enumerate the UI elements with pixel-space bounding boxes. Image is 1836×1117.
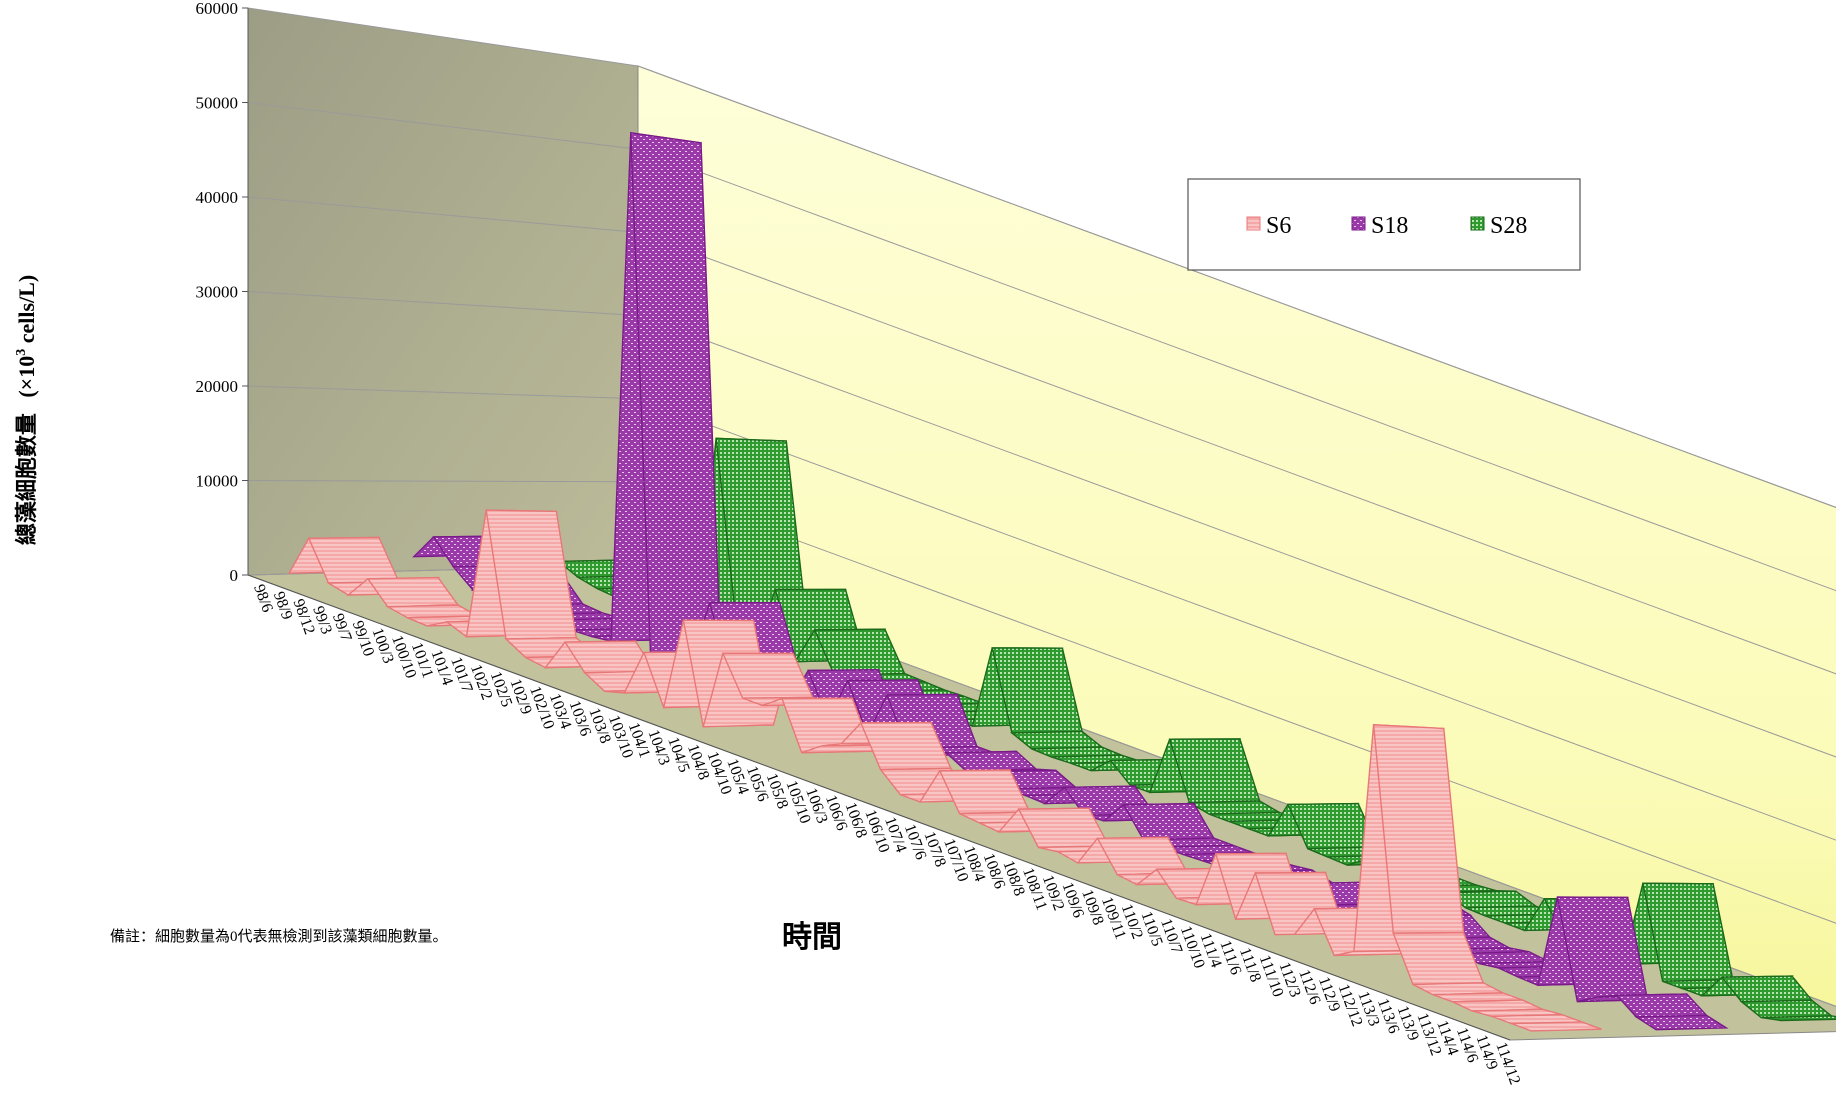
footnote: 備註：細胞數量為0代表無檢測到該藻類細胞數量。 <box>110 928 448 945</box>
x-axis-title: 時間 <box>782 921 842 954</box>
legend-swatch-s6 <box>1246 216 1261 231</box>
x-axis-line <box>247 574 1511 1041</box>
ribbon-segment-s6 <box>1511 1021 1602 1032</box>
y-axis-title-unit-tail: cells/L) <box>14 275 39 349</box>
y-axis-title: 總藻細胞數量 (×103 cells/L) <box>14 275 39 545</box>
y-axis-title-main: 總藻細胞數量 <box>14 413 39 545</box>
ribbon-segment-s28 <box>1761 1015 1836 1022</box>
legend-label-s28: S28 <box>1490 213 1527 239</box>
legend: S6 S18 S28 <box>1187 178 1581 271</box>
y-axis-title-sup: 3 <box>14 349 29 356</box>
y-tick-label: 50000 <box>196 94 239 113</box>
legend-label-s18: S18 <box>1371 213 1408 239</box>
legend-swatch-s18 <box>1351 216 1366 231</box>
y-axis: 0 10000 20000 30000 40000 50000 60000 <box>196 0 249 585</box>
svg-text:總藻細胞數量 (×103 cells/L): 總藻細胞數量 (×103 cells/L) <box>14 275 39 545</box>
gridline <box>247 7 1836 508</box>
y-tick-label: 20000 <box>196 377 239 396</box>
y-axis-title-unit: (×10 <box>14 356 39 398</box>
legend-label-s6: S6 <box>1266 213 1291 239</box>
ribbon-segment-s18 <box>1634 1014 1729 1031</box>
y-tick-label: 0 <box>230 566 239 585</box>
y-tick-label: 60000 <box>196 0 239 18</box>
y-tick-label: 40000 <box>196 188 239 207</box>
y-tick-label: 10000 <box>196 472 239 491</box>
series-s6 <box>287 509 1602 1032</box>
legend-swatch-s28 <box>1470 216 1485 231</box>
y-tick-label: 30000 <box>196 283 239 302</box>
side-wall <box>248 8 638 575</box>
data-ribbons <box>287 131 1836 1032</box>
